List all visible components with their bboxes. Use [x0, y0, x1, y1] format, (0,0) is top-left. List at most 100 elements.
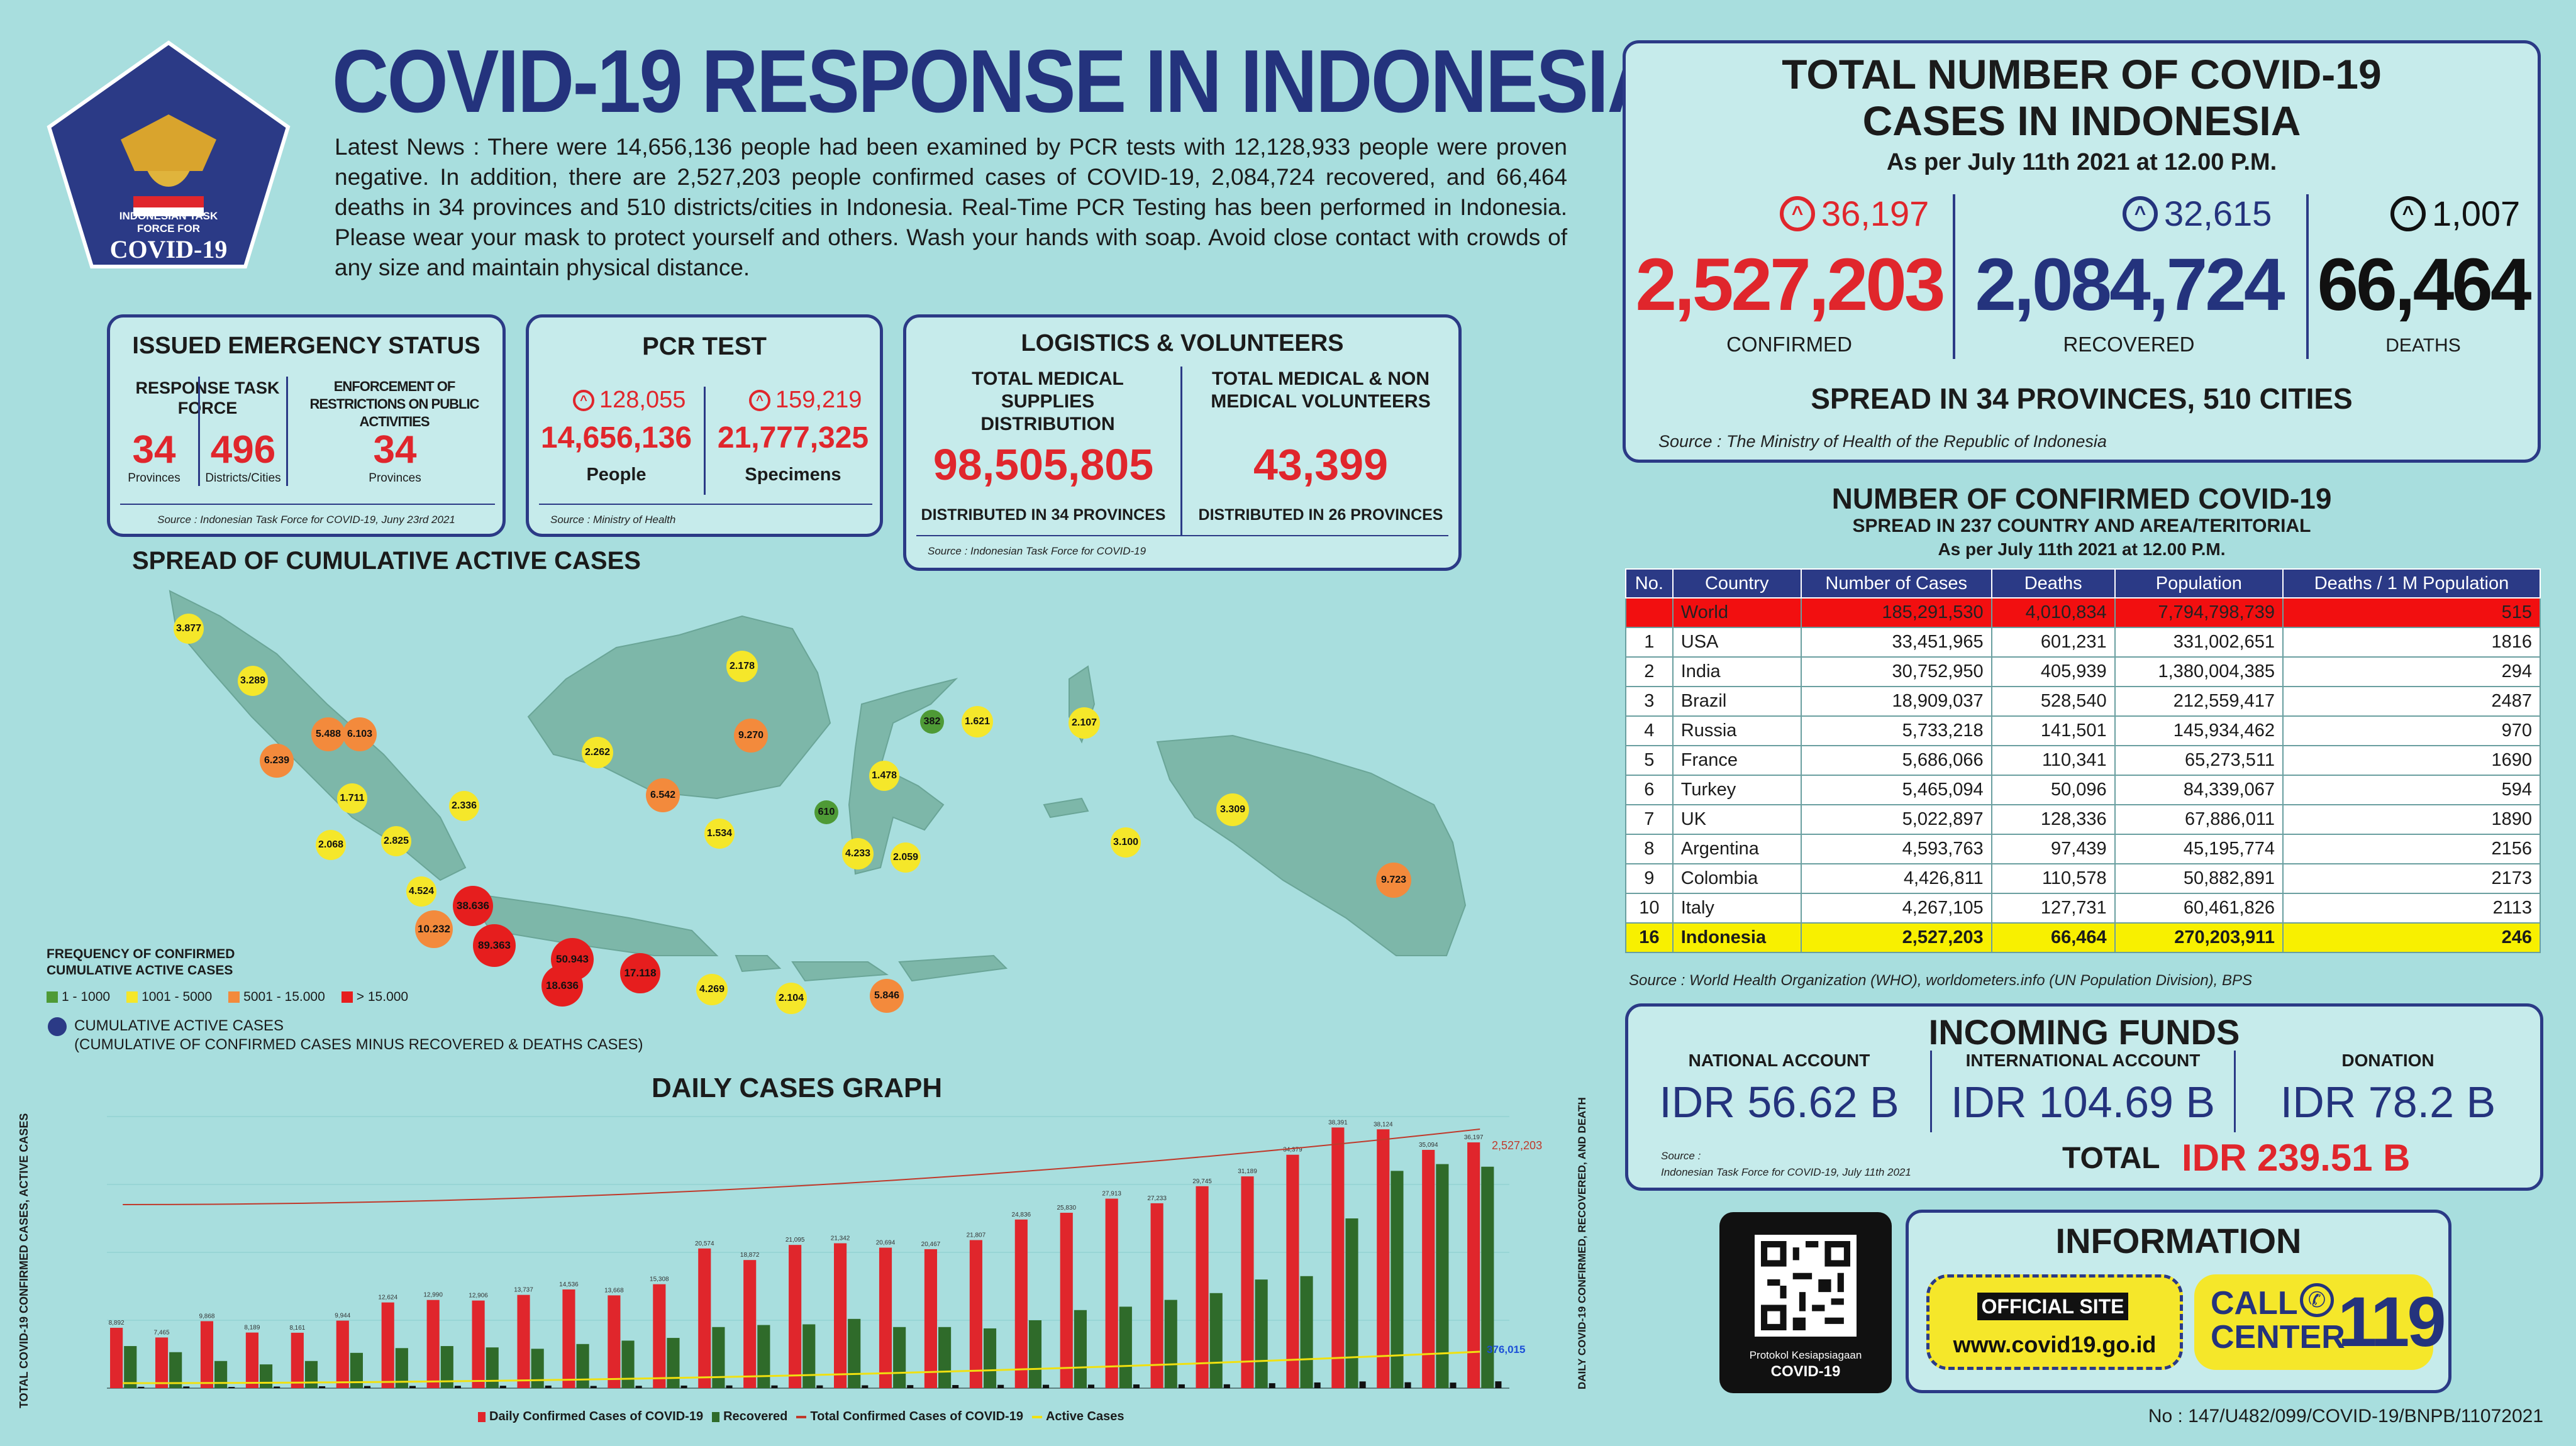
bar-confirmed: [517, 1294, 530, 1388]
table-cell: 4,593,763: [1800, 834, 1992, 864]
qr-card[interactable]: Protokol Kesiapsiagaan COVID-19: [1719, 1212, 1892, 1393]
map-marker: 89.363: [473, 924, 516, 967]
table-cell: 10: [1625, 893, 1674, 924]
bar-recovered: [440, 1346, 453, 1388]
restriction-provinces-label: Provinces: [369, 472, 421, 485]
table-cell: 2: [1625, 656, 1674, 687]
restriction-head: ENFORCEMENT OF RESTRICTIONS ON PUBLIC AC…: [309, 378, 480, 429]
emergency-title: ISSUED EMERGENCY STATUS: [132, 333, 480, 359]
bar-recovered: [712, 1327, 725, 1388]
table-header-5: Deaths / 1 M Population: [2282, 568, 2541, 599]
bar-recovered: [214, 1360, 228, 1388]
bar-confirmed: [1422, 1149, 1435, 1388]
table-cell: UK: [1672, 804, 1802, 835]
international-value: IDR 104.69 B: [1950, 1078, 2216, 1127]
bar-deaths: [545, 1385, 552, 1388]
data-label: 13,737: [514, 1287, 533, 1294]
table-cell: France: [1672, 745, 1802, 776]
bar-recovered: [1028, 1320, 1042, 1388]
bar-deaths: [1269, 1383, 1275, 1388]
bar-confirmed: [291, 1332, 304, 1388]
table-cell: World: [1672, 597, 1802, 628]
funds-source-2: Indonesian Task Force for COVID-19, July…: [1661, 1166, 1911, 1178]
bar-deaths: [952, 1385, 959, 1388]
bar-confirmed: [245, 1332, 258, 1388]
bar-deaths: [771, 1385, 778, 1388]
donation-value: IDR 78.2 B: [2280, 1078, 2496, 1127]
map-marker: 1.621: [962, 706, 993, 737]
map-marker: 5.488: [311, 717, 345, 751]
map-marker: 9.723: [1376, 863, 1411, 898]
response-provinces-label: Provinces: [128, 472, 180, 485]
bar-recovered: [848, 1318, 861, 1388]
data-label: 35,094: [1419, 1142, 1438, 1149]
call-center-button[interactable]: CALL CENTER ✆ 119: [2194, 1274, 2446, 1370]
data-label: 38,124: [1374, 1121, 1393, 1128]
data-label: 20,574: [695, 1240, 714, 1247]
tick-label: 29 Jun: [926, 1395, 948, 1396]
map-marker: 610: [814, 800, 838, 824]
tick-label: 28 Jun: [881, 1395, 903, 1396]
official-site-url: www.covid19.go.id: [1953, 1332, 2157, 1357]
bar-recovered: [1164, 1300, 1177, 1388]
bar-confirmed: [1286, 1154, 1299, 1388]
table-cell: Brazil: [1672, 686, 1802, 717]
map-title: SPREAD OF CUMULATIVE ACTIVE CASES: [132, 547, 641, 575]
table-cell: 84,339,067: [2114, 775, 2284, 805]
bar-recovered: [1436, 1164, 1449, 1388]
deaths-label: DEATHS: [2385, 335, 2461, 356]
confirmed-increase: 36,197: [1821, 194, 1929, 233]
data-label: 12,990: [423, 1292, 443, 1299]
indonesia-map: [169, 590, 1467, 982]
tick-label: 27 Jun: [836, 1395, 858, 1396]
map-legend: 1 - 1000 1001 - 5000 5001 - 15.000 > 15.…: [47, 990, 408, 1005]
table-cell: 1,380,004,385: [2114, 656, 2284, 687]
bar-confirmed: [426, 1300, 440, 1388]
funds-source-1: Source :: [1661, 1150, 1701, 1162]
data-label: 27,913: [1102, 1191, 1121, 1198]
pcr-specimen-label: Specimens: [745, 465, 841, 485]
confirmed-label: CONFIRMED: [1726, 333, 1852, 356]
bar-recovered: [486, 1347, 499, 1388]
data-label: 31,189: [1238, 1168, 1257, 1175]
total-confirmed-line: [123, 1129, 1480, 1205]
map-marker: 6.542: [646, 778, 680, 812]
table-cell: Colombia: [1672, 863, 1802, 894]
bar-recovered: [259, 1364, 273, 1388]
funds-total-label: TOTAL: [2062, 1142, 2160, 1175]
table-cell: 60,461,826: [2114, 893, 2284, 924]
deaths-total: 66,464: [2317, 243, 2532, 326]
table-cell: 331,002,651: [2114, 627, 2284, 658]
table-cell: 128,336: [1990, 804, 2116, 835]
map-legend-title-1: FREQUENCY OF CONFIRMED: [47, 947, 235, 961]
bar-confirmed: [1241, 1176, 1254, 1388]
table-cell: 33,451,965: [1800, 627, 1992, 658]
qr-caption-2: COVID-19: [1770, 1363, 1841, 1380]
bar-deaths: [680, 1385, 687, 1388]
tick-label: 9 Jul: [1382, 1395, 1397, 1396]
table-cell: 970: [2282, 715, 2541, 746]
data-label: 9,944: [335, 1313, 350, 1320]
tick-label: 20 Jun: [519, 1395, 541, 1396]
data-label: 25,830: [1057, 1205, 1076, 1211]
table-cell: 515: [2282, 597, 2541, 628]
bar-confirmed: [1014, 1219, 1028, 1388]
table-cell: 97,439: [1990, 834, 2116, 864]
tick-label: 24 Jun: [700, 1395, 722, 1396]
tick-label: 1 Jul: [1019, 1395, 1035, 1396]
logistics-panel: LOGISTICS & VOLUNTEERS TOTAL MEDICAL SUP…: [903, 314, 1462, 571]
response-districts: 496: [210, 428, 276, 472]
bar-recovered: [350, 1352, 363, 1388]
map-marker: 2.068: [316, 830, 346, 860]
map-marker: 6.103: [343, 717, 377, 751]
bar-confirmed: [336, 1320, 349, 1388]
table-cell: 294: [2282, 656, 2541, 687]
bar-deaths: [1133, 1384, 1140, 1388]
volunteers-value: 43,399: [1253, 440, 1389, 489]
total-title-2: CASES IN INDONESIA: [1862, 97, 2301, 144]
table-row: 6 Turkey 5,465,094 50,096 84,339,067 594: [1625, 775, 2541, 805]
data-label: 36,197: [1464, 1134, 1484, 1141]
table-cell: 212,559,417: [2114, 686, 2284, 717]
data-label: 21,095: [786, 1237, 805, 1244]
official-site-button[interactable]: OFFICIAL SITE www.covid19.go.id: [1926, 1274, 2183, 1370]
